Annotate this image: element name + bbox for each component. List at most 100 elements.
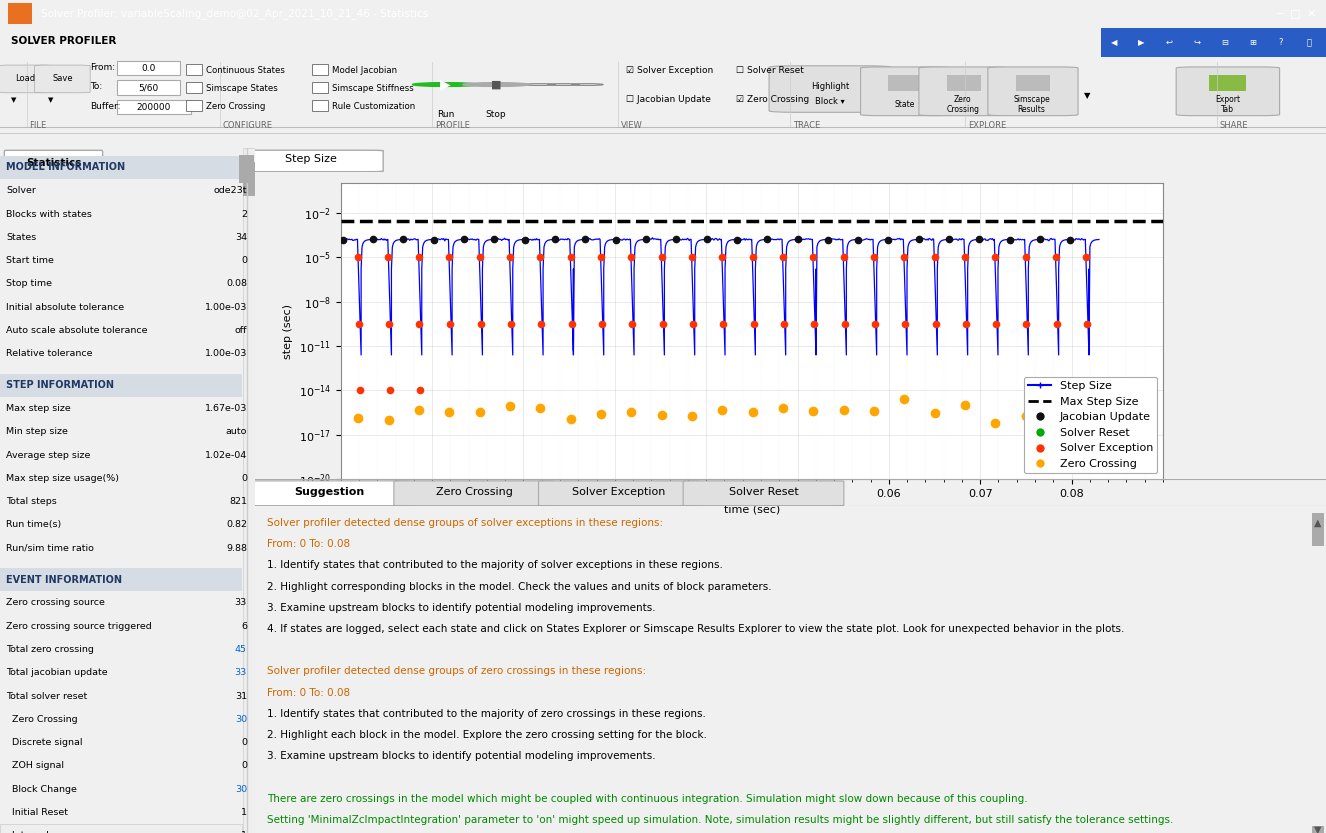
Bar [0, 568, 241, 591]
Bar [0, 824, 241, 833]
Text: Stop: Stop [485, 110, 507, 119]
Bar [240, 155, 253, 182]
Bar [947, 75, 981, 92]
Text: Discrete signal: Discrete signal [7, 738, 82, 747]
Text: 0: 0 [241, 761, 247, 771]
Text: 0: 0 [241, 256, 247, 265]
Text: Total jacobian update: Total jacobian update [7, 668, 107, 677]
Text: Solver profiler detected dense groups of solver exceptions in these regions:: Solver profiler detected dense groups of… [268, 518, 663, 528]
Text: Internal: Internal [7, 831, 49, 833]
Text: Simscape
Results: Simscape Results [1013, 96, 1050, 114]
Bar [888, 75, 923, 92]
Bar [1311, 513, 1325, 546]
FancyBboxPatch shape [239, 150, 383, 172]
Text: ?: ? [1278, 38, 1284, 47]
Text: Initial absolute tolerance: Initial absolute tolerance [7, 302, 125, 312]
Text: Load: Load [15, 74, 36, 83]
Text: ☐ Jacobian Update: ☐ Jacobian Update [626, 95, 711, 104]
Text: EVENT INFORMATION: EVENT INFORMATION [7, 575, 122, 585]
Text: 200000: 200000 [137, 102, 171, 112]
Text: 4. If states are logged, select each state and click on States Explorer or Simsc: 4. If states are logged, select each sta… [268, 624, 1124, 634]
Text: 821: 821 [229, 497, 247, 506]
Text: Relative tolerance: Relative tolerance [7, 349, 93, 358]
Text: Zero crossing source: Zero crossing source [7, 598, 105, 607]
Text: 1. Identify states that contributed to the majority of zero crossings in these r: 1. Identify states that contributed to t… [268, 709, 707, 719]
Text: ❓: ❓ [1306, 38, 1311, 47]
Bar [186, 82, 202, 92]
Text: 2: 2 [241, 210, 247, 218]
Text: Continuous States: Continuous States [206, 66, 284, 75]
Text: SOLVER PROFILER: SOLVER PROFILER [11, 36, 117, 46]
Text: 45: 45 [235, 645, 247, 654]
Text: 2. Highlight each block in the model. Explore the zero crossing setting for the : 2. Highlight each block in the model. Ex… [268, 731, 707, 741]
Text: ▼: ▼ [1314, 825, 1322, 833]
Text: off: off [235, 326, 247, 335]
FancyBboxPatch shape [0, 29, 146, 57]
Text: 1.00e-03: 1.00e-03 [204, 302, 247, 312]
FancyBboxPatch shape [1176, 67, 1280, 116]
Text: 0.82: 0.82 [225, 521, 247, 530]
Text: Block ▾: Block ▾ [815, 97, 845, 107]
Text: From: 0 To: 0.08: From: 0 To: 0.08 [268, 539, 350, 549]
Text: ─: ─ [1276, 8, 1284, 18]
Text: Save: Save [52, 74, 73, 83]
Text: Solver Profiler: variableScaling_demo@02_Apr_2021_10_21_46 - Statistics: Solver Profiler: variableScaling_demo@02… [41, 7, 428, 19]
Text: ↩: ↩ [1166, 38, 1174, 47]
Bar [0, 156, 241, 179]
Text: □: □ [1290, 8, 1301, 18]
Text: Total zero crossing: Total zero crossing [7, 645, 94, 654]
Text: 30: 30 [235, 715, 247, 724]
Text: There are zero crossings in the model which might be coupled with continuous int: There are zero crossings in the model wh… [268, 794, 1028, 804]
Text: Initial Reset: Initial Reset [7, 808, 69, 817]
FancyBboxPatch shape [394, 481, 554, 506]
Text: Stop time: Stop time [7, 279, 52, 288]
Text: 3. Examine upstream blocks to identify potential modeling improvements.: 3. Examine upstream blocks to identify p… [268, 603, 656, 613]
FancyBboxPatch shape [249, 481, 410, 506]
Text: VIEW: VIEW [621, 122, 642, 130]
Text: Block Change: Block Change [7, 785, 77, 794]
Text: Auto scale absolute tolerance: Auto scale absolute tolerance [7, 326, 149, 335]
Text: EXPLORE: EXPLORE [968, 122, 1006, 130]
Text: 2. Highlight corresponding blocks in the model. Check the values and units of bl: 2. Highlight corresponding blocks in the… [268, 581, 772, 591]
Text: 0: 0 [241, 738, 247, 747]
Text: Solver Exception: Solver Exception [573, 487, 666, 497]
Text: Statistics: Statistics [25, 158, 81, 168]
Text: 1.67e-03: 1.67e-03 [204, 404, 247, 413]
Text: Max step size: Max step size [7, 404, 72, 413]
Text: 1: 1 [241, 808, 247, 817]
Y-axis label: step (sec): step (sec) [284, 303, 293, 359]
Text: 3. Examine upstream blocks to identify potential modeling improvements.: 3. Examine upstream blocks to identify p… [268, 751, 656, 761]
Text: 1. Identify states that contributed to the majority of solver exceptions in thes: 1. Identify states that contributed to t… [268, 561, 723, 571]
FancyBboxPatch shape [919, 67, 1009, 116]
Text: Run/sim time ratio: Run/sim time ratio [7, 544, 94, 552]
FancyBboxPatch shape [117, 61, 180, 75]
Text: Buffer:: Buffer: [90, 102, 121, 111]
Bar [186, 100, 202, 111]
Text: Step Size: Step Size [285, 154, 337, 164]
Text: MODEL INFORMATION: MODEL INFORMATION [7, 162, 126, 172]
Bar [8, 2, 32, 24]
Text: To:: To: [90, 82, 102, 92]
Text: Min step size: Min step size [7, 427, 68, 436]
Text: Highlight: Highlight [812, 82, 849, 92]
Text: ☑ Zero Crossing: ☑ Zero Crossing [736, 95, 809, 104]
Text: Simscape Stiffness: Simscape Stiffness [332, 84, 414, 92]
Text: ZOH signal: ZOH signal [7, 761, 65, 771]
Bar [243, 148, 255, 833]
Text: 33: 33 [235, 598, 247, 607]
Text: Solver: Solver [7, 187, 36, 195]
Bar [1016, 75, 1050, 92]
Text: Run: Run [436, 110, 455, 119]
Text: ▶: ▶ [1139, 38, 1144, 47]
Text: 0: 0 [241, 474, 247, 483]
FancyBboxPatch shape [34, 65, 90, 92]
Text: Setting 'MinimalZcImpactIntegration' parameter to 'on' might speed up simulation: Setting 'MinimalZcImpactIntegration' par… [268, 815, 1174, 825]
Text: Model Jacobian: Model Jacobian [332, 66, 396, 75]
Text: Zero crossing source triggered: Zero crossing source triggered [7, 621, 152, 631]
Text: Start time: Start time [7, 256, 54, 265]
Text: ▼: ▼ [11, 97, 16, 103]
Bar [312, 100, 328, 111]
Text: Zero Crossing: Zero Crossing [7, 715, 78, 724]
Text: STEP INFORMATION: STEP INFORMATION [7, 380, 114, 390]
Text: 33: 33 [235, 668, 247, 677]
